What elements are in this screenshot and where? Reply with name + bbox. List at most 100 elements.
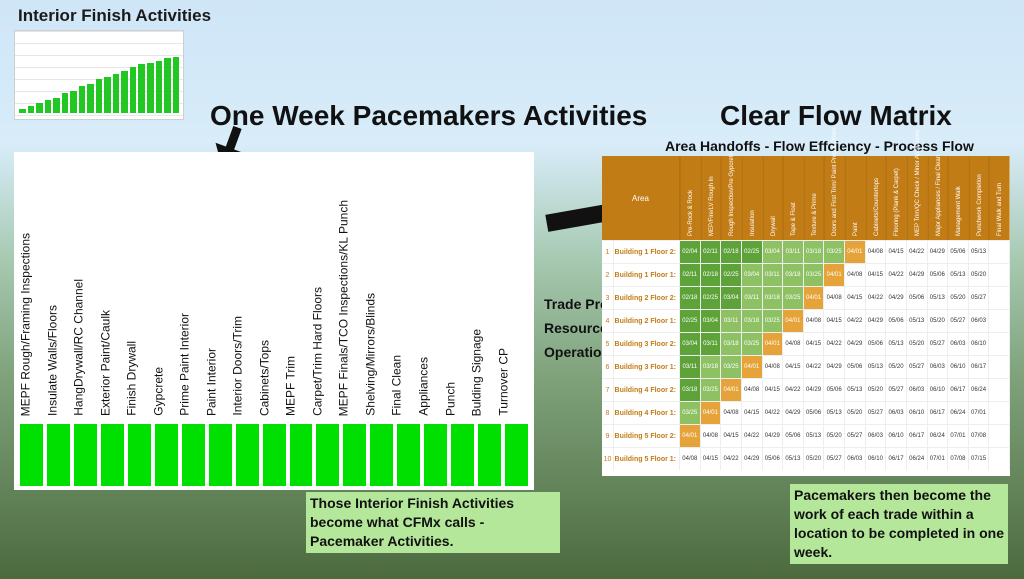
matrix-cell: 03/04 — [763, 241, 784, 263]
matrix-row: 6Building 3 Floor 1:03/1103/1803/2504/01… — [602, 355, 1010, 378]
matrix-cell — [989, 333, 1010, 355]
mini-bar — [87, 84, 94, 113]
matrix-col-header: Pre-Rock & Rock — [680, 156, 701, 240]
matrix-cell: 07/08 — [969, 425, 990, 447]
matrix-cell: 04/29 — [907, 264, 928, 286]
matrix-cell: 04/01 — [680, 425, 701, 447]
matrix-cell: 03/25 — [804, 264, 825, 286]
matrix-cell: 03/25 — [721, 356, 742, 378]
pacemaker-activity-label: Insulate Walls/Floors — [37, 299, 60, 416]
matrix-cell: 03/18 — [763, 287, 784, 309]
matrix-row-num: 1 — [602, 241, 614, 263]
matrix-cell: 05/13 — [866, 356, 887, 378]
pacemaker-activity-label: Cabinets/Tops — [249, 334, 272, 416]
matrix-row-num: 3 — [602, 287, 614, 309]
matrix-row-num: 7 — [602, 379, 614, 401]
matrix-cell: 05/06 — [824, 379, 845, 401]
matrix-cell: 04/01 — [763, 333, 784, 355]
matrix-cell: 05/20 — [928, 310, 949, 332]
matrix-cell: 05/13 — [948, 264, 969, 286]
matrix-area-header: Area — [602, 156, 680, 240]
pacemaker-bar — [263, 424, 286, 486]
pacemaker-activity-label: HangDrywall/RC Channel — [63, 273, 86, 416]
matrix-cell: 06/03 — [969, 310, 990, 332]
matrix-cell: 05/20 — [824, 425, 845, 447]
pacemaker-activity-label: MEPF Rough/Framing Inspections — [10, 227, 33, 416]
matrix-cell: 05/13 — [845, 379, 866, 401]
matrix-row-label: Building 4 Floor 1: — [614, 402, 680, 424]
matrix-cell — [989, 310, 1010, 332]
pacemakers-title: One Week Pacemakers Activities — [210, 100, 647, 132]
matrix-col-header: Flooring (Plank & Carpet) — [886, 156, 907, 240]
matrix-col-header: Texture & Prime — [804, 156, 825, 240]
caption-left: Those Interior Finish Activities become … — [306, 492, 560, 553]
matrix-row: 3Building 2 Floor 2:02/1802/2503/0403/11… — [602, 286, 1010, 309]
matrix-row-label: Building 5 Floor 2: — [614, 425, 680, 447]
matrix-cell: 04/08 — [845, 264, 866, 286]
matrix-cell — [989, 448, 1010, 470]
pacemaker-activity-label: Carpet/Trim Hard Floors — [302, 281, 325, 416]
matrix-row-cells: 02/1802/2503/0403/1103/1803/2504/0104/08… — [680, 287, 1010, 309]
matrix-cell: 04/29 — [742, 448, 763, 470]
matrix-cell: 05/27 — [845, 425, 866, 447]
matrix-row-cells: 04/0104/0804/1504/2204/2905/0605/1305/20… — [680, 425, 1010, 447]
matrix-cell: 03/11 — [763, 264, 784, 286]
matrix-cell: 04/15 — [845, 287, 866, 309]
matrix-row: 10Building 5 Floor 1:04/0804/1504/2204/2… — [602, 447, 1010, 470]
matrix-cell: 04/22 — [886, 264, 907, 286]
matrix-row-label: Building 4 Floor 2: — [614, 379, 680, 401]
matrix-cell: 06/03 — [845, 448, 866, 470]
matrix-col-header: MEP Trim/QC Check / Minor Appliances — [907, 156, 928, 240]
matrix-row-cells: 03/0403/1103/1803/2504/0104/0804/1504/22… — [680, 333, 1010, 355]
matrix-cell: 04/15 — [886, 241, 907, 263]
matrix-col-header: Rough Inspection/Pre Gypcrete — [721, 156, 742, 240]
mini-bar — [104, 77, 111, 113]
matrix-cell: 05/20 — [969, 264, 990, 286]
matrix-cell: 05/06 — [948, 241, 969, 263]
pacemaker-activity-label: Appliances — [408, 351, 431, 416]
matrix-cell: 04/29 — [783, 402, 804, 424]
matrix-cell: 03/18 — [783, 264, 804, 286]
mini-bar — [138, 64, 145, 113]
matrix-cell: 03/18 — [804, 241, 825, 263]
pacemaker-activity-label: Shelving/Mirrors/Blinds — [355, 287, 378, 416]
matrix-row-cells: 02/1102/1802/2503/0403/1103/1803/2504/01… — [680, 264, 1010, 286]
matrix-col-header: Drywall — [763, 156, 784, 240]
mini-bar — [70, 91, 77, 113]
pacemaker-bar — [182, 424, 205, 486]
matrix-cell: 05/06 — [928, 264, 949, 286]
matrix-col-header: MEP/Fire/LV Rough In — [701, 156, 722, 240]
matrix-cell: 05/06 — [783, 425, 804, 447]
matrix-cell — [989, 402, 1010, 424]
matrix-cell: 03/04 — [721, 287, 742, 309]
interior-finish-title: Interior Finish Activities — [18, 6, 211, 26]
matrix-cell: 06/24 — [907, 448, 928, 470]
mini-bar — [45, 100, 52, 113]
matrix-cell: 04/08 — [721, 402, 742, 424]
matrix-row: 8Building 4 Floor 1:03/2504/0104/0804/15… — [602, 401, 1010, 424]
matrix-cell: 03/18 — [721, 333, 742, 355]
matrix-cell: 04/15 — [866, 264, 887, 286]
matrix-cell: 04/08 — [866, 241, 887, 263]
pacemaker-green-bars — [20, 424, 528, 486]
matrix-row-cells: 03/2504/0104/0804/1504/2204/2905/0605/13… — [680, 402, 1010, 424]
matrix-cell: 06/10 — [928, 379, 949, 401]
pacemaker-activity-label: MEPF Finals/TCO Inspections/KL Punch — [328, 194, 351, 416]
matrix-row-cells: 03/1803/2504/0104/0804/1504/2204/2905/06… — [680, 379, 1010, 401]
matrix-cell — [989, 356, 1010, 378]
matrix-cell: 02/18 — [701, 264, 722, 286]
matrix-row: 9Building 5 Floor 2:04/0104/0804/1504/22… — [602, 424, 1010, 447]
mini-chart-bars — [15, 43, 183, 113]
matrix-cell: 04/29 — [763, 425, 784, 447]
matrix-cell: 05/20 — [886, 356, 907, 378]
matrix-cell: 06/10 — [907, 402, 928, 424]
matrix-cell: 04/01 — [804, 287, 825, 309]
matrix-cell: 02/25 — [742, 241, 763, 263]
matrix-row-label: Building 3 Floor 2: — [614, 333, 680, 355]
mini-bar — [62, 93, 69, 113]
matrix-cell: 03/11 — [783, 241, 804, 263]
matrix-cell: 02/18 — [680, 287, 701, 309]
pacemaker-activity-label: Finish Drywall — [116, 335, 139, 416]
matrix-col-header: Paint — [845, 156, 866, 240]
pacemaker-bar — [290, 424, 313, 486]
